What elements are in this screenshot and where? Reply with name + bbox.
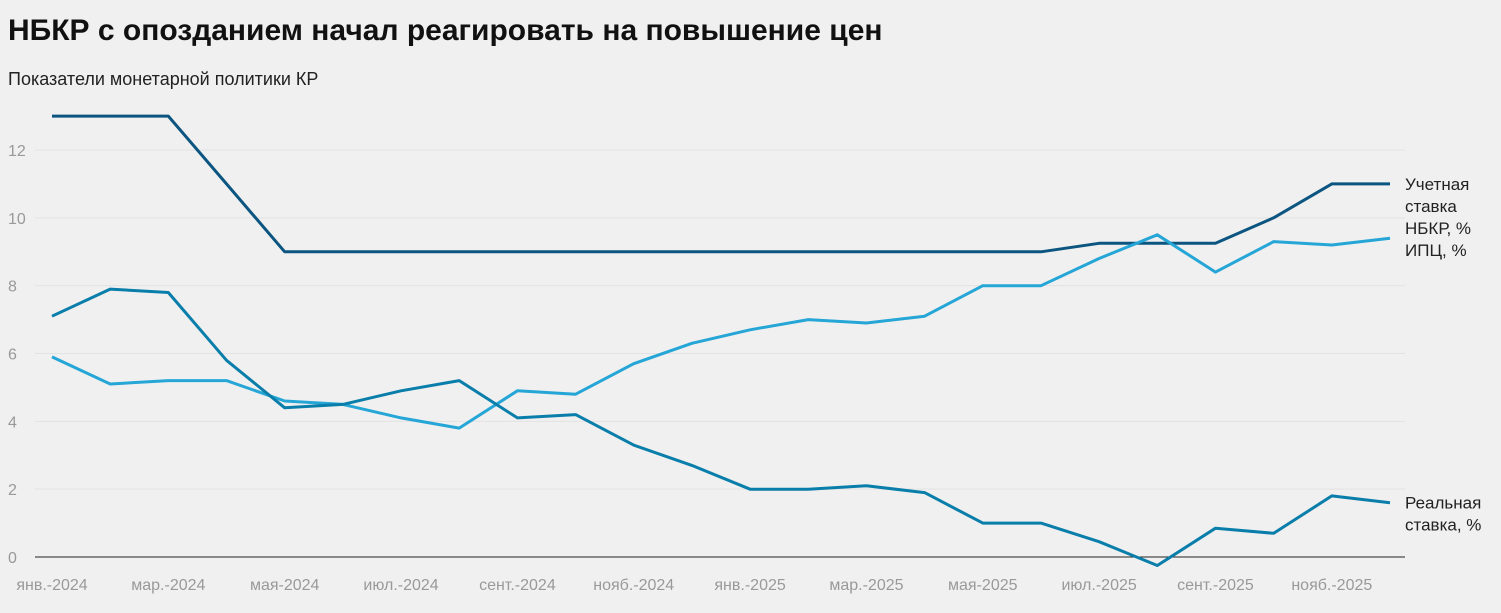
chart-subtitle: Показатели монетарной политики КР (8, 69, 319, 89)
y-tick-label: 10 (8, 211, 26, 228)
x-tick-label: янв.-2025 (714, 577, 785, 594)
series-label: ИПЦ, % (1405, 241, 1467, 260)
y-tick-label: 6 (8, 347, 17, 364)
x-tick-label: мая-2025 (948, 577, 1018, 594)
x-tick-label: мар.-2024 (131, 577, 205, 594)
y-tick-label: 4 (8, 414, 17, 431)
x-tick-label: нояб.-2024 (593, 577, 674, 594)
series-label: НБКР, % (1405, 219, 1471, 238)
y-tick-label: 12 (8, 143, 26, 160)
series-line (51, 287, 1391, 567)
series-line (52, 114, 1390, 254)
x-tick-label: сент.-2024 (479, 577, 556, 594)
series-label: Учетная (1405, 175, 1469, 194)
y-tick-label: 0 (8, 550, 17, 567)
series-label: Реальная (1405, 494, 1481, 513)
x-tick-label: мая-2024 (250, 577, 320, 594)
x-tick-label: июл.-2024 (363, 577, 438, 594)
series-label: ставка (1405, 197, 1457, 216)
y-tick-label: 2 (8, 482, 17, 499)
x-tick-label: мар.-2025 (829, 577, 903, 594)
series-line (51, 233, 1391, 430)
chart-title: НБКР с опозданием начал реагировать на п… (8, 14, 883, 47)
x-tick-label: нояб.-2025 (1291, 577, 1372, 594)
x-tick-label: янв.-2024 (16, 577, 87, 594)
series-label: ставка, % (1405, 516, 1481, 535)
x-tick-label: сент.-2025 (1177, 577, 1254, 594)
y-tick-label: 8 (8, 279, 17, 296)
x-tick-label: июл.-2025 (1061, 577, 1136, 594)
